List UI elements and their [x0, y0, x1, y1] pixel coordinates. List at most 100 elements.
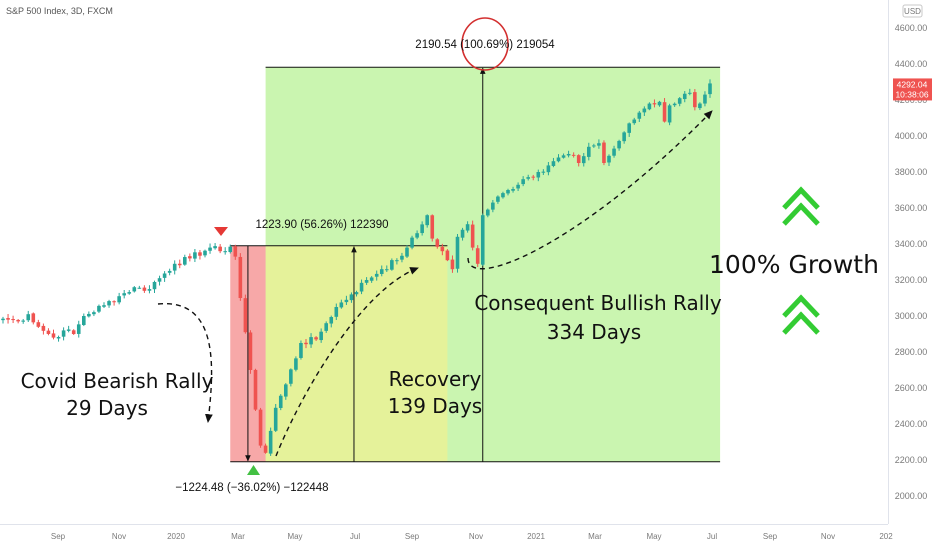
candle-body [162, 273, 167, 278]
candle-body [314, 337, 318, 340]
candle-body [607, 155, 611, 163]
candle-body [172, 263, 177, 271]
x-tick-label: 2021 [527, 532, 545, 541]
candle-body [87, 313, 91, 317]
candle-body [440, 246, 445, 252]
candle-body [76, 324, 81, 334]
y-tick-label: 2000.00 [895, 491, 928, 501]
y-tick-label: 3200.00 [895, 275, 928, 285]
candle-body [379, 269, 384, 274]
candle-body [597, 143, 601, 146]
candle-body [622, 132, 626, 142]
bearish-rally-label: Covid Bearish Rally [21, 369, 214, 393]
y-tick-label: 2200.00 [895, 455, 928, 465]
candle-body [576, 155, 581, 163]
x-tick-label: Sep [405, 532, 420, 541]
x-tick-label: May [646, 532, 661, 541]
last-price-value: 4292.04 [897, 79, 928, 89]
candle-body [354, 292, 359, 295]
candle-body [531, 176, 536, 178]
percent-in-circle: (100.69%) [460, 39, 513, 51]
candle-body [617, 140, 621, 149]
last-price-tag-box [893, 78, 932, 101]
candle-body [364, 280, 369, 283]
x-tick-label: Mar [588, 532, 602, 541]
candle-body [698, 103, 702, 109]
candle-body [425, 215, 429, 226]
candle-body [61, 330, 66, 337]
candle-body [571, 154, 576, 156]
candle-body [581, 156, 586, 164]
highlight-circle [461, 17, 509, 71]
candle-body [672, 103, 677, 106]
candle-body [475, 248, 480, 264]
candle-body [526, 177, 530, 179]
candle-body [152, 281, 157, 290]
candle-body [400, 255, 404, 260]
candle-body [294, 358, 298, 370]
candle-body [31, 313, 36, 323]
candle-body [56, 337, 61, 339]
x-axis-ticks: Sep Nov 2020 Mar May Jul Sep Nov 2021 Mar May Jul Se… [51, 532, 893, 541]
candle-body [46, 330, 51, 334]
candle-body [551, 161, 556, 166]
candle-body [435, 239, 440, 247]
y-tick-label: 4600.00 [895, 23, 928, 33]
bullish-arrow [467, 110, 713, 270]
candle-body [304, 342, 308, 345]
candle-body [132, 287, 137, 292]
candle-body [612, 148, 616, 156]
candle-body [198, 252, 202, 256]
candle-body [268, 430, 273, 454]
recovery-days: 139 Days [388, 394, 482, 418]
candle-body [319, 331, 323, 341]
candle-body [460, 229, 465, 238]
candle-body [147, 289, 152, 291]
candlestick-series [1, 79, 712, 456]
x-tick-label: Jul [350, 532, 360, 541]
candle-body [470, 224, 475, 248]
candle-body [415, 233, 419, 238]
y-tick-label: 2800.00 [895, 347, 928, 357]
candle-body [390, 260, 394, 270]
candle-body [208, 247, 212, 251]
candle-body [486, 209, 490, 216]
candle-body [243, 298, 248, 333]
candle-body [66, 329, 71, 331]
candle-body [450, 259, 455, 270]
candle-body [112, 301, 116, 303]
bullish-rally-days: 334 Days [547, 320, 641, 344]
currency-badge-box[interactable] [902, 4, 923, 18]
dashed-arrows [157, 110, 713, 457]
candle-body [188, 256, 192, 259]
recovery-label: Recovery [389, 367, 482, 391]
candle-body [213, 246, 217, 249]
chevron-up-icon [782, 311, 820, 335]
candle-body [556, 157, 561, 162]
y-tick-label: 2600.00 [895, 383, 928, 393]
candle-body [284, 384, 288, 397]
y-tick-label: 3800.00 [895, 167, 928, 177]
candle-body [667, 105, 672, 123]
candle-body [541, 171, 546, 173]
growth-chevrons-upper [782, 186, 820, 226]
symbol-title[interactable]: S&P 500 Index, 3D, FXCM [6, 6, 113, 16]
candle-body [445, 250, 450, 261]
x-tick-label: Jul [707, 532, 717, 541]
candle-body [309, 337, 313, 345]
candle-body [218, 246, 222, 252]
y-tick-label: 2400.00 [895, 419, 928, 429]
x-tick-label: May [287, 532, 302, 541]
candle-body [349, 294, 354, 301]
candle-body [107, 301, 111, 306]
candle-body [82, 316, 86, 325]
x-tick-label: Sep [51, 532, 66, 541]
candle-body [258, 409, 263, 446]
candle-body [587, 146, 591, 157]
chevron-up-icon [782, 186, 820, 210]
candle-body [344, 299, 349, 303]
x-tick-label: Nov [821, 532, 835, 541]
currency-badge: USD [904, 7, 921, 16]
candle-body [662, 102, 667, 122]
candle-body [693, 92, 697, 108]
